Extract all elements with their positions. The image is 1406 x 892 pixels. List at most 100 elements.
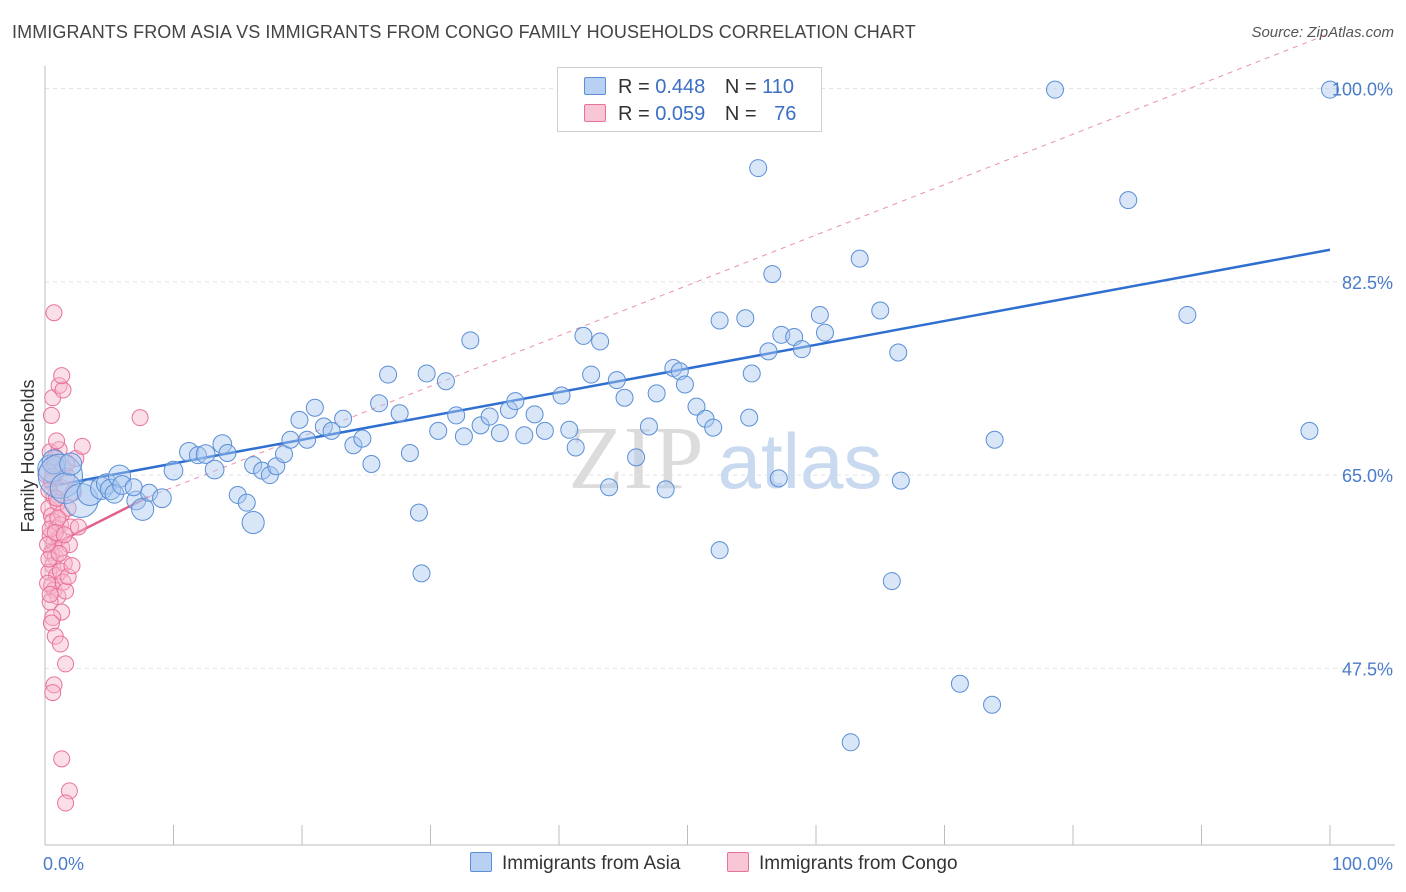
bottom-asia-label: Immigrants from Asia [502,853,681,874]
congo-point-67 [39,574,57,592]
asia-point-2 [37,453,84,499]
asia-point-31 [281,430,300,449]
congo-point-74 [41,585,59,603]
congo-point-35 [44,609,62,627]
asia-point-22 [204,459,225,480]
asia-point-70 [615,388,634,407]
congo-point-69 [49,509,67,527]
asia-point-45 [409,503,428,522]
congo-n-label: N = [724,103,757,125]
asia-point-42 [379,365,398,384]
asia-point-63 [560,420,579,439]
congo-point-71 [50,544,68,562]
asia-point-16 [152,488,172,509]
asia-point-109 [218,443,237,462]
y-tick-label-0: 47.5% [1342,659,1393,679]
asia-point-81 [710,311,729,330]
asia-point-56 [506,392,525,411]
congo-point-36 [42,614,60,632]
congo-point-62 [131,409,149,427]
asia-point-4 [59,452,83,476]
asia-point-84 [736,309,755,328]
asia-n-value: 110 [762,76,795,98]
asia-n-label: N = [724,76,757,98]
asia-points [37,80,1339,752]
asia-point-71 [627,448,646,467]
asia-point-3 [49,472,82,505]
asia-point-67 [591,332,610,351]
asia-point-69 [607,371,626,390]
asia-point-97 [891,471,910,490]
asia-point-61 [241,510,265,535]
asia-point-107 [1178,305,1197,324]
grid-lines [45,88,1395,669]
congo-r-label: R = [618,103,650,125]
asia-point-96 [889,343,908,362]
y-tick-label-3: 100.0% [1332,80,1393,100]
asia-point-36 [322,421,341,440]
asia-point-62 [552,386,571,405]
congo-point-33 [57,582,75,600]
asia-point-47 [429,421,448,440]
congo-r-value: 0.059 [655,103,706,125]
asia-point-44 [400,443,419,462]
asia-point-21 [195,444,216,464]
asia-point-78 [687,397,706,416]
congo-point-58 [73,437,91,455]
asia-point-72 [639,417,658,436]
congo-n-value: 76 [774,103,797,125]
chart-source: Source: ZipAtlas.com [1251,24,1394,41]
congo-point-38 [51,635,69,653]
asia-point-57 [515,426,534,445]
asia-point-48 [436,372,455,391]
asia-point-94 [850,249,869,268]
asia-r-value: 0.448 [655,76,706,98]
asia-point-12 [112,475,132,495]
asia-point-34 [305,398,324,417]
asia-swatch [584,77,606,95]
y-tick-labels: 47.5% 65.0% 82.5% 100.0% [1332,80,1393,680]
legend-row-congo: R = 0.059 N = 76 [584,103,796,126]
x-tick-label-0: 0.0% [43,854,84,874]
asia-point-51 [461,331,480,350]
asia-point-101 [950,674,969,693]
asia-point-41 [370,394,389,413]
congo-point-50 [48,432,66,450]
asia-point-53 [480,407,499,426]
watermark-zip: ZIP [569,409,704,508]
y-tick-label-1: 65.0% [1342,466,1393,486]
asia-point-43 [390,404,409,423]
congo-point-61 [63,557,81,575]
y-axis-label: Family Households [18,379,38,532]
congo-point-39 [57,655,75,673]
asia-point-18 [163,460,184,481]
correlation-legend: R = 0.448 N = 110 R = 0.059 N = 76 [557,67,822,132]
congo-point-48 [54,381,72,399]
congo-points [37,304,149,812]
asia-point-33 [298,430,317,449]
asia-point-17 [124,478,143,497]
asia-point-50 [454,427,473,446]
congo-point-73 [55,526,73,544]
bottom-congo-swatch [727,852,749,872]
congo-point-66 [40,550,58,568]
asia-point-88 [763,265,782,284]
asia-point-49 [447,406,466,425]
asia-point-82 [742,364,761,383]
asia-point-59 [535,421,554,440]
asia-point-91 [792,340,811,359]
asia-point-100 [841,733,860,752]
bottom-legend-congo: Immigrants from Congo [727,852,958,875]
asia-point-46 [417,364,436,383]
asia-point-80 [704,418,723,437]
congo-point-65 [39,536,57,554]
y-tick-label-2: 82.5% [1342,273,1393,293]
asia-point-93 [815,323,834,342]
asia-point-99 [882,572,901,591]
asia-point-65 [574,326,593,345]
asia-point-28 [260,466,279,485]
congo-trend-extension [147,32,1331,498]
asia-point-24 [228,485,247,504]
asia-point-55 [499,400,518,419]
